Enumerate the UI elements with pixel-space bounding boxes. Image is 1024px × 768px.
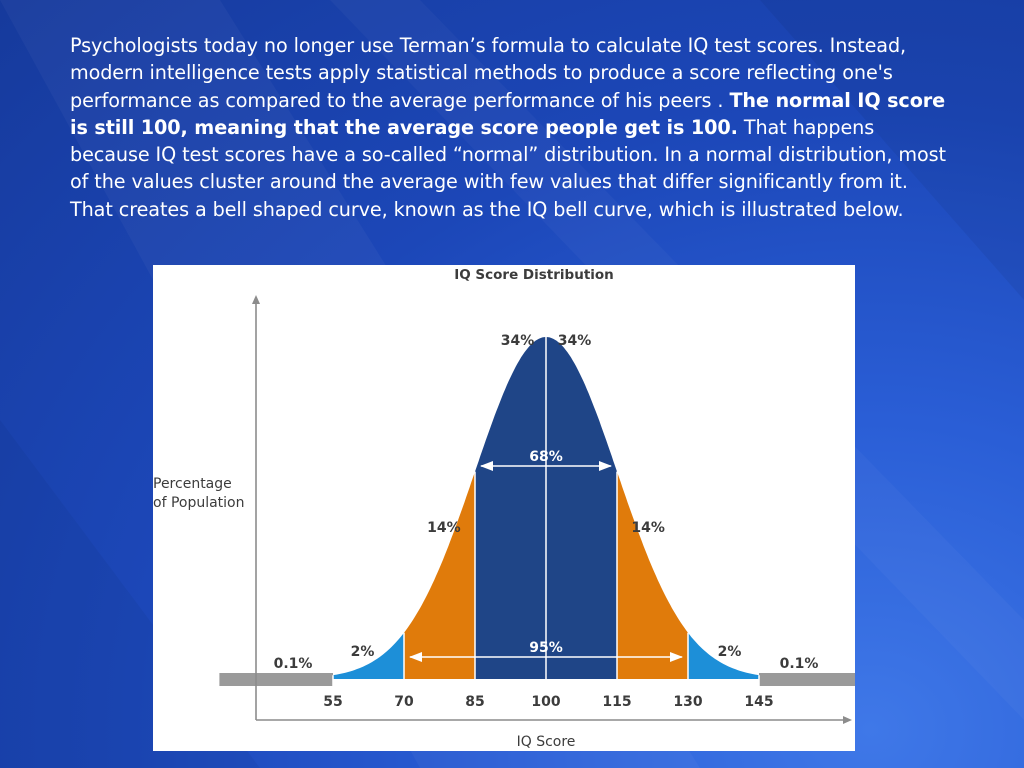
x-tick-100: 100 — [531, 694, 560, 710]
x-tick-145: 145 — [744, 694, 773, 710]
x-tick-70: 70 — [394, 694, 414, 710]
percent-label-115-130: 14% — [631, 520, 665, 536]
x-tick-55: 55 — [323, 694, 342, 710]
y-axis-title-line1: Percentage — [153, 476, 232, 492]
body-paragraph: Psychologists today no longer use Terman… — [70, 32, 950, 223]
percent-label-130-145: 2% — [718, 644, 742, 660]
curve-band-55-70 — [333, 632, 404, 679]
curve-areas — [219, 337, 855, 686]
percent-label-145-160: 0.1% — [780, 656, 819, 672]
paragraph-text-intro: Psychologists today no longer use Terman… — [70, 34, 907, 112]
range-label-95pct: 95% — [529, 640, 563, 656]
curve-band-100-115 — [546, 337, 617, 679]
tail-bar-right — [759, 673, 855, 686]
curve-band-115-130 — [617, 471, 688, 679]
percent-label-85-100: 34% — [501, 333, 535, 349]
band-dividers — [332, 337, 760, 686]
tail-bar-left — [219, 673, 333, 686]
percent-label-100-115: 34% — [558, 333, 592, 349]
range-indicators: 68% 95% — [409, 449, 683, 662]
y-axis-title-line2: of Population — [153, 495, 245, 511]
paragraph-text-explanation: That happens because IQ test scores have… — [70, 115, 946, 221]
iq-chart-panel: 68% 95% IQ Score Distribution IQ Score Pe… — [153, 265, 855, 751]
curve-band-70-85 — [404, 471, 475, 679]
x-tick-85: 85 — [465, 694, 484, 710]
percent-label-70-85: 14% — [427, 520, 461, 536]
curve-band-130-145 — [688, 632, 759, 679]
percent-label-55-70: 2% — [351, 644, 375, 660]
x-axis-title: IQ Score — [517, 734, 576, 750]
chart-axes — [252, 295, 852, 724]
paragraph-text-bold: The normal IQ score is still 100, meanin… — [70, 88, 946, 139]
range-label-68pct: 68% — [529, 449, 563, 465]
curve-band-85-100 — [475, 337, 546, 679]
band-percent-labels: 0.1% 2% 14% 34% 34% 14% 2% 0.1% — [274, 333, 819, 672]
x-tick-labels: 55 70 85 100 115 130 145 — [323, 694, 773, 710]
chart-title: IQ Score Distribution — [454, 267, 614, 283]
x-tick-130: 130 — [673, 694, 702, 710]
iq-distribution-chart: 68% 95% IQ Score Distribution IQ Score Pe… — [153, 267, 855, 750]
percent-label-40-55: 0.1% — [274, 656, 313, 672]
x-tick-115: 115 — [602, 694, 631, 710]
chart-labels: IQ Score Distribution IQ Score Percentag… — [153, 267, 614, 750]
